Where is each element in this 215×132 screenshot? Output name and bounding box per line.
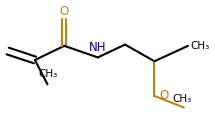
Text: CH₃: CH₃ — [190, 41, 209, 51]
Text: O: O — [60, 5, 69, 18]
Text: O: O — [160, 89, 169, 102]
Text: NH: NH — [89, 41, 107, 54]
Text: CH₃: CH₃ — [38, 69, 57, 79]
Text: CH₃: CH₃ — [172, 94, 191, 104]
